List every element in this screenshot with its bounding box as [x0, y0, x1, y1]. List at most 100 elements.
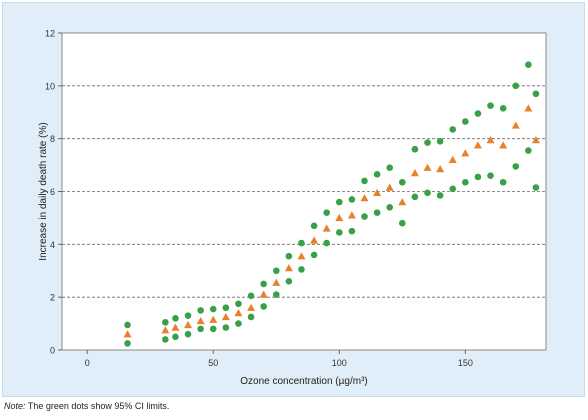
triangle-point: [436, 165, 445, 173]
circle-point: [462, 178, 469, 186]
circle-point: [348, 196, 356, 203]
triangle-point: [335, 213, 344, 222]
circle-point: [373, 209, 381, 216]
x-axis-label: Ozone concentration (µg/m³): [240, 376, 367, 387]
circle-point: [298, 239, 305, 247]
y-tick-label: 8: [50, 134, 55, 144]
circle-point: [436, 138, 444, 145]
circle-point: [298, 266, 305, 273]
circle-point: [474, 110, 482, 117]
circle-point: [335, 198, 343, 206]
circle-point: [348, 227, 356, 235]
x-tick-label: 100: [332, 358, 347, 368]
circle-point: [424, 189, 431, 197]
circle-point: [323, 209, 330, 216]
circle-point: [487, 102, 494, 109]
circle-point: [532, 184, 540, 191]
circle-point: [512, 82, 520, 90]
circle-point: [399, 219, 406, 227]
triangle-point: [284, 264, 293, 272]
circle-point: [260, 303, 267, 310]
triangle-point: [423, 163, 432, 171]
circle-point: [323, 239, 330, 247]
circle-point: [525, 147, 532, 154]
circle-point: [424, 139, 431, 146]
circle-point: [172, 333, 179, 341]
circle-point: [260, 280, 267, 288]
circle-point: [373, 171, 381, 178]
triangle-point: [247, 303, 256, 311]
circle-point: [532, 90, 540, 98]
y-tick-label: 4: [50, 240, 55, 250]
circle-point: [247, 313, 255, 321]
triangle-point: [259, 290, 268, 298]
triangle-point: [461, 149, 470, 157]
triangle-point: [398, 198, 407, 206]
triangle-point: [234, 309, 243, 317]
circle-point: [474, 173, 482, 181]
circle-point: [209, 325, 217, 333]
data-points: [123, 61, 540, 347]
circle-point: [411, 193, 419, 201]
x-tick-label: 0: [85, 358, 90, 368]
triangle-point: [511, 121, 520, 129]
circle-point: [124, 340, 131, 347]
circle-point: [184, 330, 192, 338]
circle-point: [222, 324, 230, 331]
triangle-point: [123, 330, 132, 338]
circle-point: [209, 305, 217, 313]
circle-point: [247, 292, 255, 300]
circle-point: [272, 291, 280, 298]
circle-point: [449, 185, 457, 193]
triangle-point: [373, 188, 382, 197]
triangle-point: [322, 224, 331, 232]
axes: 0 2 4 6 8 10 12 0 50 100 150: [45, 29, 473, 369]
circle-point: [222, 304, 230, 312]
triangle-point: [221, 312, 230, 321]
circle-point: [235, 300, 242, 308]
y-tick-label: 2: [50, 293, 55, 303]
circle-point: [499, 104, 507, 112]
circle-point: [361, 177, 368, 185]
circle-point: [162, 318, 169, 326]
x-tick-label: 150: [458, 358, 473, 368]
note-label: Note:: [4, 401, 26, 411]
triangle-point: [473, 141, 482, 149]
circle-point: [285, 252, 293, 260]
y-tick-label: 6: [50, 187, 55, 197]
triangle-point: [448, 155, 457, 163]
y-tick-label: 10: [45, 81, 55, 91]
circle-point: [436, 192, 444, 199]
triangle-point: [347, 211, 356, 219]
circle-point: [197, 325, 204, 333]
triangle-point: [297, 252, 306, 260]
triangle-point: [196, 316, 205, 325]
triangle-point: [486, 135, 495, 144]
circle-point: [310, 251, 318, 259]
triangle-point: [410, 169, 419, 177]
triangle-point: [360, 194, 369, 202]
circle-point: [272, 267, 280, 275]
circle-point: [197, 307, 204, 314]
scatter-chart: 0 2 4 6 8 10 12 0 50 100 150 Ozone concentration (…: [38, 29, 547, 387]
x-tick-label: 50: [208, 358, 218, 368]
triangle-point: [499, 141, 508, 149]
triangle-point: [209, 315, 218, 323]
circle-point: [310, 222, 318, 230]
circle-point: [285, 278, 293, 285]
circle-point: [525, 61, 532, 68]
circle-point: [361, 213, 368, 220]
triangle-point: [272, 278, 281, 286]
circle-point: [462, 118, 469, 125]
circle-point: [386, 204, 394, 211]
y-tick-label: 0: [50, 346, 55, 356]
circle-point: [449, 126, 457, 133]
triangle-point: [310, 236, 319, 244]
note-text: The green dots show 95% CI limits.: [25, 401, 170, 411]
triangle-point: [161, 326, 170, 334]
circle-point: [335, 229, 343, 236]
figure-note: Note: The green dots show 95% CI limits.: [4, 401, 169, 411]
y-axis-label: Increase in daily death rate (%): [38, 122, 49, 260]
circle-point: [124, 321, 131, 329]
circle-point: [184, 312, 192, 319]
